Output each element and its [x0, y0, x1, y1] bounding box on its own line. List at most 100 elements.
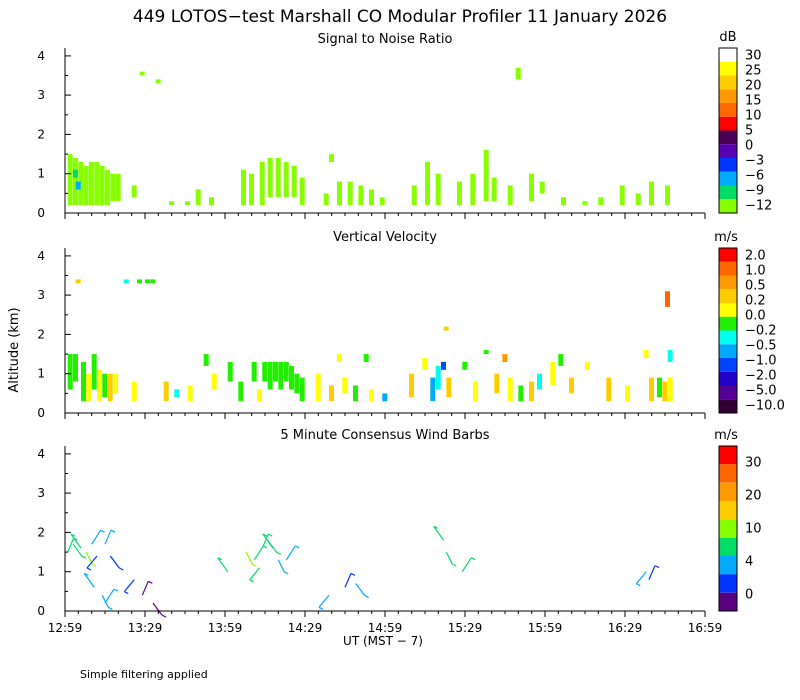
wind-barb-flag	[110, 529, 116, 533]
data-cell	[323, 193, 329, 206]
wind-barb-flag	[654, 565, 660, 569]
wind-barb	[104, 529, 112, 545]
colorbar-label: 2.0	[745, 249, 766, 264]
colorbar-label: 0.0	[745, 309, 766, 324]
wind-barb	[72, 543, 83, 557]
wind-barb-flag	[161, 614, 167, 618]
data-cell	[430, 377, 436, 402]
colorbar-swatch	[719, 371, 737, 386]
data-cell	[435, 365, 441, 390]
data-cell	[139, 71, 145, 76]
data-cell	[662, 381, 668, 402]
data-cell	[209, 197, 214, 206]
colorbar-swatch	[719, 289, 737, 304]
colorbar-swatch	[719, 89, 737, 104]
wind-barb	[104, 588, 115, 604]
x-tick-label: 15:59	[528, 621, 563, 635]
colorbar-label: 10	[745, 522, 762, 537]
data-cell	[665, 291, 670, 307]
data-cell	[665, 185, 670, 206]
colorbar-swatch	[719, 116, 737, 131]
data-cell	[113, 373, 118, 394]
data-cell	[606, 377, 612, 402]
data-cell	[470, 173, 476, 206]
snr-units-label: dB	[719, 30, 736, 45]
wind-barb	[67, 537, 75, 553]
colorbar-label: −0.2	[745, 324, 777, 339]
wind-barb	[461, 557, 472, 573]
data-cell	[155, 79, 161, 84]
data-cell	[75, 279, 81, 284]
data-cell	[102, 373, 108, 398]
data-cell	[299, 377, 305, 402]
colorbar-swatch	[719, 358, 737, 372]
data-cell	[422, 358, 428, 370]
data-cell	[262, 361, 268, 382]
wind-barb-flag	[268, 533, 273, 537]
data-cell	[131, 185, 137, 198]
data-cell	[443, 326, 449, 331]
y-tick-label: 0	[37, 406, 45, 420]
y-tick-label: 2	[37, 525, 45, 539]
data-cell	[561, 197, 566, 206]
colorbar-label: 0.2	[745, 294, 766, 309]
colorbar-label: 30	[745, 49, 762, 64]
x-tick-label: 12:59	[48, 621, 83, 635]
colorbar-label: −3	[745, 154, 764, 169]
y-tick-label: 2	[37, 327, 45, 341]
wind-barb	[245, 551, 253, 565]
data-cell	[299, 177, 305, 206]
colorbar-swatch	[719, 482, 737, 501]
data-cell	[289, 365, 294, 390]
colorbar-swatch	[719, 130, 737, 145]
data-cell	[585, 361, 590, 370]
data-cell	[358, 185, 364, 206]
data-cell	[550, 361, 556, 386]
data-cell	[529, 173, 534, 202]
colorbar-swatch	[719, 556, 737, 575]
x-tick-label: 16:59	[688, 621, 723, 635]
colorbar-label: 20	[745, 79, 762, 94]
y-tick-label: 4	[37, 447, 45, 461]
data-cell	[315, 373, 321, 402]
wind-barb-flag	[113, 588, 119, 592]
wind-barb-flag	[81, 555, 87, 559]
data-cell	[187, 385, 193, 402]
colorbar-swatch	[719, 501, 737, 520]
wind-barb	[109, 555, 120, 569]
data-cell	[537, 373, 542, 390]
data-cell	[75, 181, 81, 190]
data-cell	[446, 377, 452, 398]
wind-barb-flag	[263, 545, 268, 549]
colorbar-label: 5	[745, 124, 753, 139]
data-cell	[123, 279, 129, 284]
data-cell	[283, 161, 289, 198]
y-axis-label: Altitude (km)	[7, 307, 22, 392]
colorbar-swatch	[719, 446, 737, 465]
x-axis-label: UT (MST − 7)	[343, 634, 423, 648]
y-tick-label: 0	[37, 604, 45, 618]
wind-barb-flag	[295, 545, 300, 549]
wind-barb-flag	[452, 563, 457, 567]
data-cell	[667, 377, 673, 402]
data-cell	[369, 189, 374, 206]
colorbar-swatch	[719, 75, 737, 90]
colorbar-swatch	[719, 316, 737, 331]
data-cell	[249, 173, 254, 206]
colorbar-swatch	[719, 385, 737, 400]
y-tick-label: 3	[37, 288, 45, 302]
data-cell	[131, 381, 137, 402]
wind-barb	[253, 545, 264, 561]
y-tick-label: 3	[37, 88, 45, 102]
colorbar-label: −10.0	[745, 399, 785, 414]
wind-barb	[318, 594, 330, 608]
wind-barbs	[67, 525, 660, 618]
data-cell	[649, 181, 654, 206]
colorbar-label: 15	[745, 94, 762, 109]
wind-barb	[249, 567, 261, 581]
x-tick-label: 16:29	[608, 621, 643, 635]
data-cell	[353, 385, 358, 402]
data-cell	[558, 354, 564, 366]
data-cell	[582, 201, 588, 206]
